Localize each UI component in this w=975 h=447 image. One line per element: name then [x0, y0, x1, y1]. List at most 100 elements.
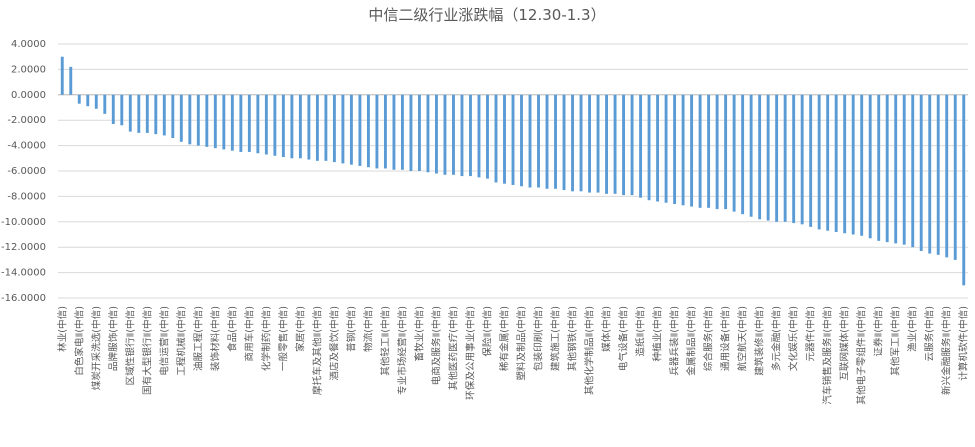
bar [358, 94, 362, 166]
x-tick-label: 渔业(中信) [907, 306, 919, 352]
bar [486, 94, 489, 179]
y-tick-label: 2.0000 [11, 64, 46, 75]
bar [400, 94, 404, 170]
x-tick-label: 白色家电Ⅱ(中信) [73, 306, 85, 376]
x-tick-label: 其他钢铁(中信) [567, 306, 579, 371]
bar [247, 94, 251, 152]
x-tick-label: 综合服务(中信) [703, 306, 715, 371]
x-tick-label: 互联网媒体(中信) [839, 306, 851, 381]
x-tick-label: 畜牧业(中信) [413, 306, 425, 361]
x-tick-label: 种植业(中信) [652, 306, 664, 361]
x-tick-label: 稀有金属(中信) [498, 306, 510, 371]
x-tick-label: 证券Ⅱ(中信) [873, 306, 885, 357]
bar [324, 94, 328, 161]
bar [256, 94, 260, 154]
bar [877, 94, 881, 241]
x-tick-label: 品牌服饰(中信) [107, 306, 119, 371]
bar [503, 94, 506, 184]
x-tick-label: 金属制品Ⅱ(中信) [686, 306, 698, 376]
bar [171, 94, 175, 138]
bar [94, 94, 98, 109]
x-tick-label: 电商及服务Ⅱ(中信) [430, 306, 442, 385]
bar [452, 94, 455, 175]
bar [307, 94, 311, 160]
bar [298, 94, 302, 159]
bar [460, 94, 464, 177]
bar [664, 94, 668, 203]
bar [953, 94, 957, 260]
bar [520, 94, 523, 187]
x-tick-label: 其他化学制品Ⅱ(中信) [584, 306, 596, 395]
x-tick-label: 多元金融(中信) [771, 306, 783, 371]
x-tick-label: 家居(中信) [294, 306, 306, 352]
bar [264, 94, 268, 155]
x-tick-label: 新兴金融服务Ⅱ(中信) [941, 306, 953, 395]
bar [315, 94, 319, 161]
bar [775, 94, 779, 222]
x-tick-label: 物流(中信) [362, 306, 374, 352]
y-tick-label: -10.0000 [1, 217, 46, 228]
bar [749, 94, 753, 217]
bar [579, 94, 583, 192]
bar [392, 94, 396, 170]
x-tick-label: 电气设备(中信) [618, 306, 630, 371]
bar [545, 94, 549, 189]
bar [605, 94, 608, 194]
x-tick-label: 化学制药(中信) [260, 306, 272, 371]
bar [936, 94, 940, 255]
bar [222, 94, 226, 150]
bar [409, 94, 413, 171]
bar [919, 94, 923, 252]
x-tick-label: 文化娱乐(中信) [788, 306, 800, 371]
x-tick-label: 食品(中信) [226, 306, 238, 352]
bar [732, 94, 736, 212]
x-tick-label: 建筑装修Ⅱ(中信) [754, 306, 766, 376]
x-tick-label: 造纸Ⅱ(中信) [635, 306, 647, 357]
bar [213, 94, 217, 149]
bar [69, 66, 73, 95]
bar [349, 94, 353, 165]
x-tick-label: 建筑施工(中信) [550, 306, 562, 371]
bar [902, 94, 906, 245]
x-tick-label: 工程机械Ⅱ(中信) [175, 306, 187, 376]
x-tick-label: 通用设备(中信) [720, 306, 732, 371]
bar [809, 94, 813, 227]
bar [766, 94, 770, 221]
y-tick-label: -4.0000 [7, 141, 46, 152]
bar [630, 94, 634, 196]
bar [154, 94, 158, 135]
bar [596, 94, 600, 193]
bar [188, 94, 192, 145]
x-tick-label: 摩托车及其他Ⅱ(中信) [311, 306, 323, 395]
x-tick-label: 媒体(中信) [601, 306, 613, 352]
bar [588, 94, 591, 193]
bar [945, 94, 949, 258]
bar [281, 94, 285, 158]
bar [111, 94, 115, 125]
bar [698, 94, 702, 208]
bar [426, 94, 430, 173]
bar [894, 94, 898, 244]
x-tick-label: 一般零售(中信) [277, 306, 289, 371]
y-tick-label: -6.0000 [7, 166, 46, 177]
bar [128, 94, 132, 132]
x-tick-label: 区域性银行Ⅱ(中信) [124, 306, 136, 385]
bar [60, 56, 64, 95]
bar [962, 94, 966, 286]
bar [86, 94, 90, 107]
x-tick-label: 塑料及制品(中信) [516, 306, 528, 381]
bar [860, 94, 864, 236]
bar [681, 94, 685, 206]
x-tick-label: 普钢(中信) [345, 306, 357, 352]
x-tick-label: 煤炭开采洗选(中信) [90, 306, 102, 390]
x-tick-label: 其他军工Ⅱ(中信) [890, 306, 902, 376]
bar [230, 94, 234, 151]
x-tick-label: 环保及公用事业(中信) [464, 306, 476, 400]
bar [800, 94, 804, 225]
x-tick-label: 商用车(中信) [243, 306, 255, 361]
bar [196, 94, 200, 146]
bar [120, 94, 124, 126]
bar [783, 94, 787, 222]
bar [239, 94, 243, 152]
bar [639, 94, 643, 198]
